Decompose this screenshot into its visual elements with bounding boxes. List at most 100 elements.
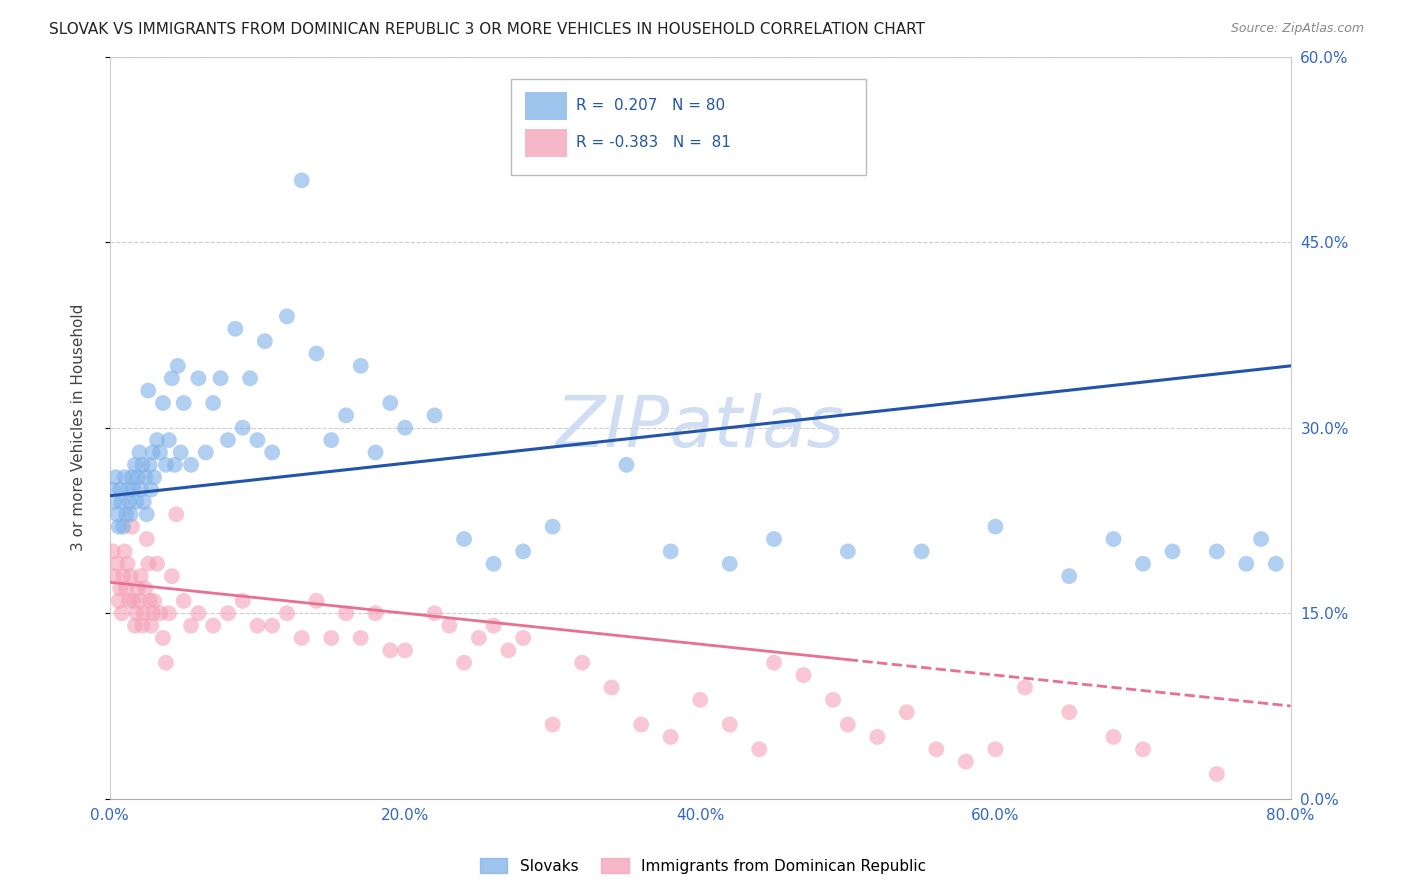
Point <box>350 359 373 373</box>
Point <box>134 582 156 596</box>
Point <box>896 705 918 719</box>
Point <box>571 656 593 670</box>
Text: R =  0.207   N = 80: R = 0.207 N = 80 <box>576 98 725 113</box>
Point <box>111 606 134 620</box>
Point <box>910 544 932 558</box>
Point <box>394 643 416 657</box>
Point <box>121 519 143 533</box>
Point <box>763 656 786 670</box>
Point <box>1250 532 1272 546</box>
Point <box>1264 557 1286 571</box>
Text: SLOVAK VS IMMIGRANTS FROM DOMINICAN REPUBLIC 3 OR MORE VEHICLES IN HOUSEHOLD COR: SLOVAK VS IMMIGRANTS FROM DOMINICAN REPU… <box>49 22 925 37</box>
Point <box>482 557 505 571</box>
Point <box>141 483 163 497</box>
Point <box>335 606 357 620</box>
FancyBboxPatch shape <box>512 79 866 176</box>
Point <box>423 409 446 423</box>
Point <box>1234 557 1257 571</box>
Point <box>291 631 314 645</box>
Point <box>180 458 202 472</box>
Point <box>128 445 150 459</box>
Bar <box>526 92 567 120</box>
Point <box>423 606 446 620</box>
Point <box>291 173 314 187</box>
Point <box>127 582 149 596</box>
Point <box>112 519 135 533</box>
Point <box>763 532 786 546</box>
Point <box>160 371 183 385</box>
Point <box>498 643 520 657</box>
Point <box>157 606 180 620</box>
Point <box>187 606 209 620</box>
Point <box>512 544 534 558</box>
Point <box>105 557 128 571</box>
Point <box>135 532 157 546</box>
Point <box>125 606 148 620</box>
Y-axis label: 3 or more Vehicles in Household: 3 or more Vehicles in Household <box>72 304 86 551</box>
Point <box>823 693 845 707</box>
Point <box>155 458 177 472</box>
Point <box>143 470 166 484</box>
Point <box>101 544 124 558</box>
Point <box>103 569 125 583</box>
Point <box>541 717 564 731</box>
Point <box>155 656 177 670</box>
Point <box>512 631 534 645</box>
Point <box>217 606 239 620</box>
Point <box>141 618 163 632</box>
Point <box>152 631 174 645</box>
Point <box>305 594 328 608</box>
Point <box>659 730 682 744</box>
Point <box>262 445 284 459</box>
Point <box>165 508 187 522</box>
Point <box>105 508 128 522</box>
Point <box>1057 569 1080 583</box>
Point <box>380 396 402 410</box>
Point <box>108 582 131 596</box>
Point <box>224 322 246 336</box>
Point <box>659 544 682 558</box>
Point <box>630 717 652 731</box>
Point <box>104 470 127 484</box>
Point <box>132 606 155 620</box>
Point <box>984 519 1007 533</box>
Point <box>468 631 491 645</box>
Point <box>1132 557 1154 571</box>
Point <box>209 371 232 385</box>
Point <box>118 495 141 509</box>
Text: Source: ZipAtlas.com: Source: ZipAtlas.com <box>1230 22 1364 36</box>
Point <box>202 618 225 632</box>
Point <box>111 495 134 509</box>
Point <box>173 594 195 608</box>
Point <box>149 606 172 620</box>
Point <box>616 458 638 472</box>
Point <box>166 359 188 373</box>
Point <box>138 594 160 608</box>
Point <box>170 445 193 459</box>
Point <box>541 519 564 533</box>
Point <box>246 433 269 447</box>
Point <box>232 594 254 608</box>
Point <box>364 445 387 459</box>
Point <box>135 508 157 522</box>
Point <box>718 717 741 731</box>
Point <box>1161 544 1184 558</box>
Point <box>837 544 859 558</box>
Point <box>121 470 143 484</box>
Point <box>163 458 186 472</box>
Point <box>143 594 166 608</box>
Point <box>131 618 153 632</box>
Point <box>1132 742 1154 756</box>
Point <box>134 470 156 484</box>
Point <box>394 421 416 435</box>
Point <box>149 445 172 459</box>
Point <box>160 569 183 583</box>
Point <box>955 755 977 769</box>
Point <box>118 594 141 608</box>
Point <box>142 606 165 620</box>
Point <box>129 569 152 583</box>
Point <box>439 618 461 632</box>
Point <box>689 693 711 707</box>
Point <box>120 569 142 583</box>
Point <box>136 384 159 398</box>
